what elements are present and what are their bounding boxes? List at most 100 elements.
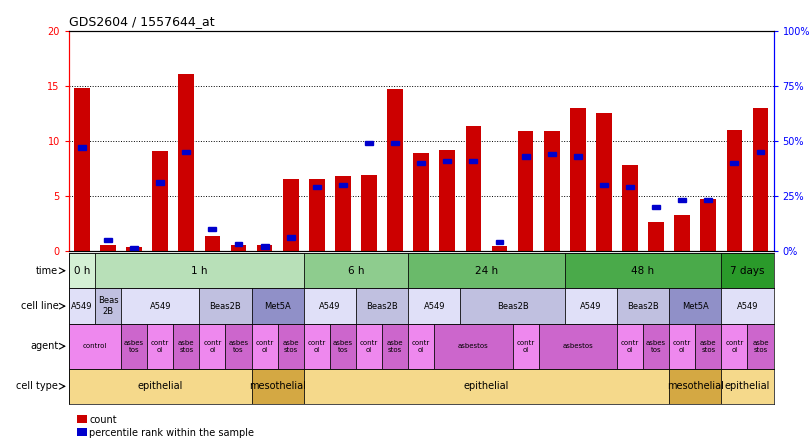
Bar (518, 131, 534, 251)
Text: asbestos: asbestos (562, 343, 593, 349)
Bar (748, 324, 774, 369)
Text: percentile rank within the sample: percentile rank within the sample (89, 428, 254, 438)
Text: 6 h: 6 h (347, 266, 364, 276)
Text: 1 h: 1 h (191, 266, 207, 276)
Bar (434, 324, 513, 369)
Bar (387, 89, 403, 251)
Text: asbe
stos: asbe stos (283, 340, 299, 353)
Bar (652, 205, 660, 209)
Bar (335, 176, 351, 251)
Bar (596, 114, 612, 251)
Text: asbe
stos: asbe stos (387, 340, 403, 353)
Bar (252, 369, 304, 404)
Bar (496, 240, 503, 244)
Bar (95, 253, 304, 289)
Bar (126, 247, 142, 251)
Text: asbe
stos: asbe stos (700, 340, 717, 353)
Bar (669, 289, 722, 324)
Bar (570, 108, 586, 251)
Bar (130, 246, 138, 251)
Bar (178, 74, 194, 251)
Text: control: control (83, 343, 107, 349)
Bar (173, 324, 199, 369)
Bar (565, 253, 722, 289)
Text: contr
ol: contr ol (308, 340, 326, 353)
Text: A549: A549 (71, 301, 92, 311)
Text: contr
ol: contr ol (412, 340, 430, 353)
Text: contr
ol: contr ol (517, 340, 535, 353)
Bar (156, 180, 164, 185)
Bar (199, 289, 252, 324)
Bar (722, 369, 774, 404)
Text: cell type: cell type (16, 381, 58, 391)
Bar (121, 324, 147, 369)
Bar (722, 324, 748, 369)
Bar (440, 150, 455, 251)
Text: Beas2B: Beas2B (497, 301, 528, 311)
Text: contr
ol: contr ol (151, 340, 169, 353)
Bar (152, 151, 168, 251)
Text: A549: A549 (319, 301, 340, 311)
Bar (695, 324, 722, 369)
Bar (417, 161, 425, 165)
Bar (752, 108, 769, 251)
Bar (722, 289, 774, 324)
Bar (235, 242, 242, 246)
Bar (287, 235, 295, 240)
Text: asbe
stos: asbe stos (178, 340, 194, 353)
Text: cell line: cell line (20, 301, 58, 311)
Bar (78, 145, 86, 150)
Bar (252, 324, 278, 369)
Text: A549: A549 (424, 301, 445, 311)
Bar (626, 185, 634, 189)
Bar (208, 226, 216, 231)
Bar (304, 369, 669, 404)
Bar (731, 161, 738, 165)
Text: asbes
tos: asbes tos (333, 340, 353, 353)
Text: contr
ol: contr ol (621, 340, 639, 353)
Text: asbestos: asbestos (458, 343, 488, 349)
Text: A549: A549 (580, 301, 602, 311)
Bar (74, 88, 90, 251)
Bar (309, 179, 325, 251)
Text: asbe
stos: asbe stos (752, 340, 769, 353)
Bar (257, 245, 272, 251)
Bar (69, 253, 95, 289)
Bar (69, 369, 252, 404)
Bar (231, 245, 246, 251)
Text: A549: A549 (737, 301, 758, 311)
Bar (675, 214, 690, 251)
Bar (382, 324, 408, 369)
Text: asbes
tos: asbes tos (646, 340, 666, 353)
Text: Beas
2B: Beas 2B (98, 297, 118, 316)
Bar (573, 154, 582, 159)
Text: count: count (89, 415, 117, 424)
Bar (278, 324, 304, 369)
Bar (548, 152, 556, 156)
Bar (727, 130, 742, 251)
Bar (413, 153, 429, 251)
Bar (199, 324, 225, 369)
Bar (492, 246, 507, 251)
Text: Met5A: Met5A (264, 301, 291, 311)
Bar (466, 126, 481, 251)
Bar (100, 245, 116, 251)
Bar (722, 253, 774, 289)
Text: mesothelial: mesothelial (249, 381, 306, 391)
Bar (648, 222, 664, 251)
Bar (408, 324, 434, 369)
Bar (361, 175, 377, 251)
Bar (600, 182, 608, 187)
Text: contr
ol: contr ol (203, 340, 221, 353)
Text: Met5A: Met5A (682, 301, 709, 311)
Bar (544, 131, 560, 251)
Bar (356, 324, 382, 369)
Text: contr
ol: contr ol (673, 340, 691, 353)
Text: epithelial: epithelial (725, 381, 770, 391)
Bar (522, 154, 530, 159)
Text: 48 h: 48 h (632, 266, 654, 276)
Bar (339, 182, 347, 187)
Bar (356, 289, 408, 324)
Bar (443, 159, 451, 163)
Text: 24 h: 24 h (475, 266, 498, 276)
